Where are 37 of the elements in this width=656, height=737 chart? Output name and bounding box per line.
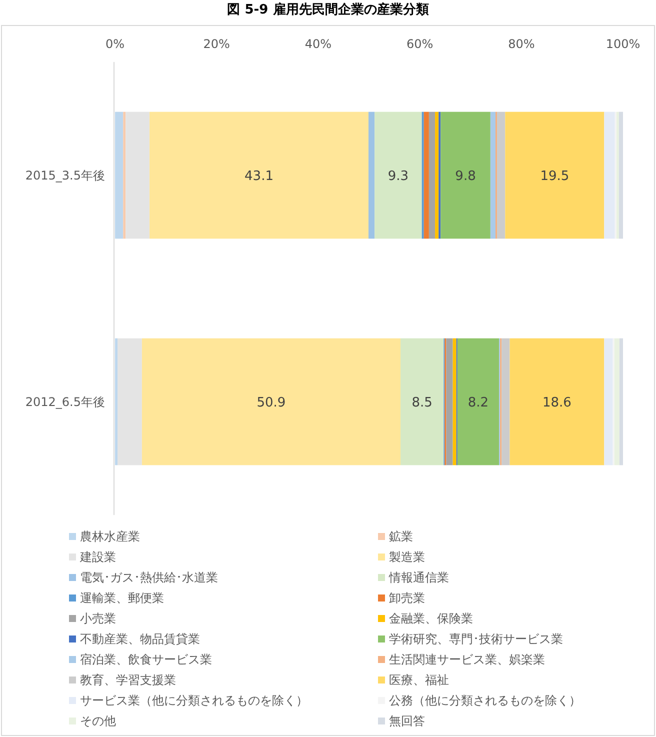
legend-label: 不動産業、物品賃貸業 — [80, 632, 200, 646]
legend-label: 医療、福祉 — [389, 673, 449, 688]
x-tick-label: 0% — [105, 37, 125, 52]
data-label: 9.8 — [455, 168, 476, 184]
legend-label: 宿泊業、飲食サービス業 — [80, 652, 212, 667]
legend-label: その他 — [80, 714, 116, 728]
legend-label: 無回答 — [389, 714, 425, 728]
legend-label: 教育、学習支援業 — [80, 673, 176, 688]
legend-label: 農林水産業 — [80, 530, 140, 544]
data-label: 18.6 — [542, 395, 572, 410]
legend-label: サービス業（他に分類されるものを除く） — [80, 694, 308, 708]
x-tick-label: 100% — [606, 37, 640, 52]
x-tick-label: 60% — [406, 37, 434, 52]
chart-title: 図 5-9 雇用先民間企業の産業分類 — [227, 2, 429, 18]
data-label: 19.5 — [540, 168, 570, 184]
legend-label: 学術研究、専門･技術サービス業 — [389, 632, 563, 646]
data-label: 50.9 — [256, 395, 286, 410]
data-label: 8.5 — [412, 395, 432, 410]
legend-label: 鉱業 — [389, 530, 413, 544]
legend-label: 公務（他に分類されるものを除く） — [389, 694, 581, 708]
x-tick-label: 80% — [508, 37, 535, 52]
data-label: 43.1 — [244, 168, 274, 184]
data-label: 8.2 — [468, 395, 489, 410]
x-tick-label: 20% — [203, 37, 230, 52]
y-tick-label: 2015_3.5年後 — [25, 168, 105, 182]
legend-label: 卸売業 — [389, 591, 425, 606]
legend-label: 電気･ガス･熱供給･水道業 — [80, 570, 218, 585]
x-tick-label: 40% — [304, 37, 332, 52]
y-tick-label: 2012_6.5年後 — [25, 394, 105, 409]
legend-label: 小売業 — [80, 612, 116, 626]
legend-label: 情報通信業 — [388, 570, 449, 585]
legend-label: 建設業 — [79, 550, 116, 564]
data-label: 9.3 — [388, 168, 409, 184]
legend-label: 生活関連サービス業、娯楽業 — [389, 652, 545, 667]
legend-label: 金融業、保険業 — [389, 612, 473, 626]
legend-label: 運輸業、郵便業 — [80, 591, 164, 606]
legend-label: 製造業 — [389, 550, 425, 564]
